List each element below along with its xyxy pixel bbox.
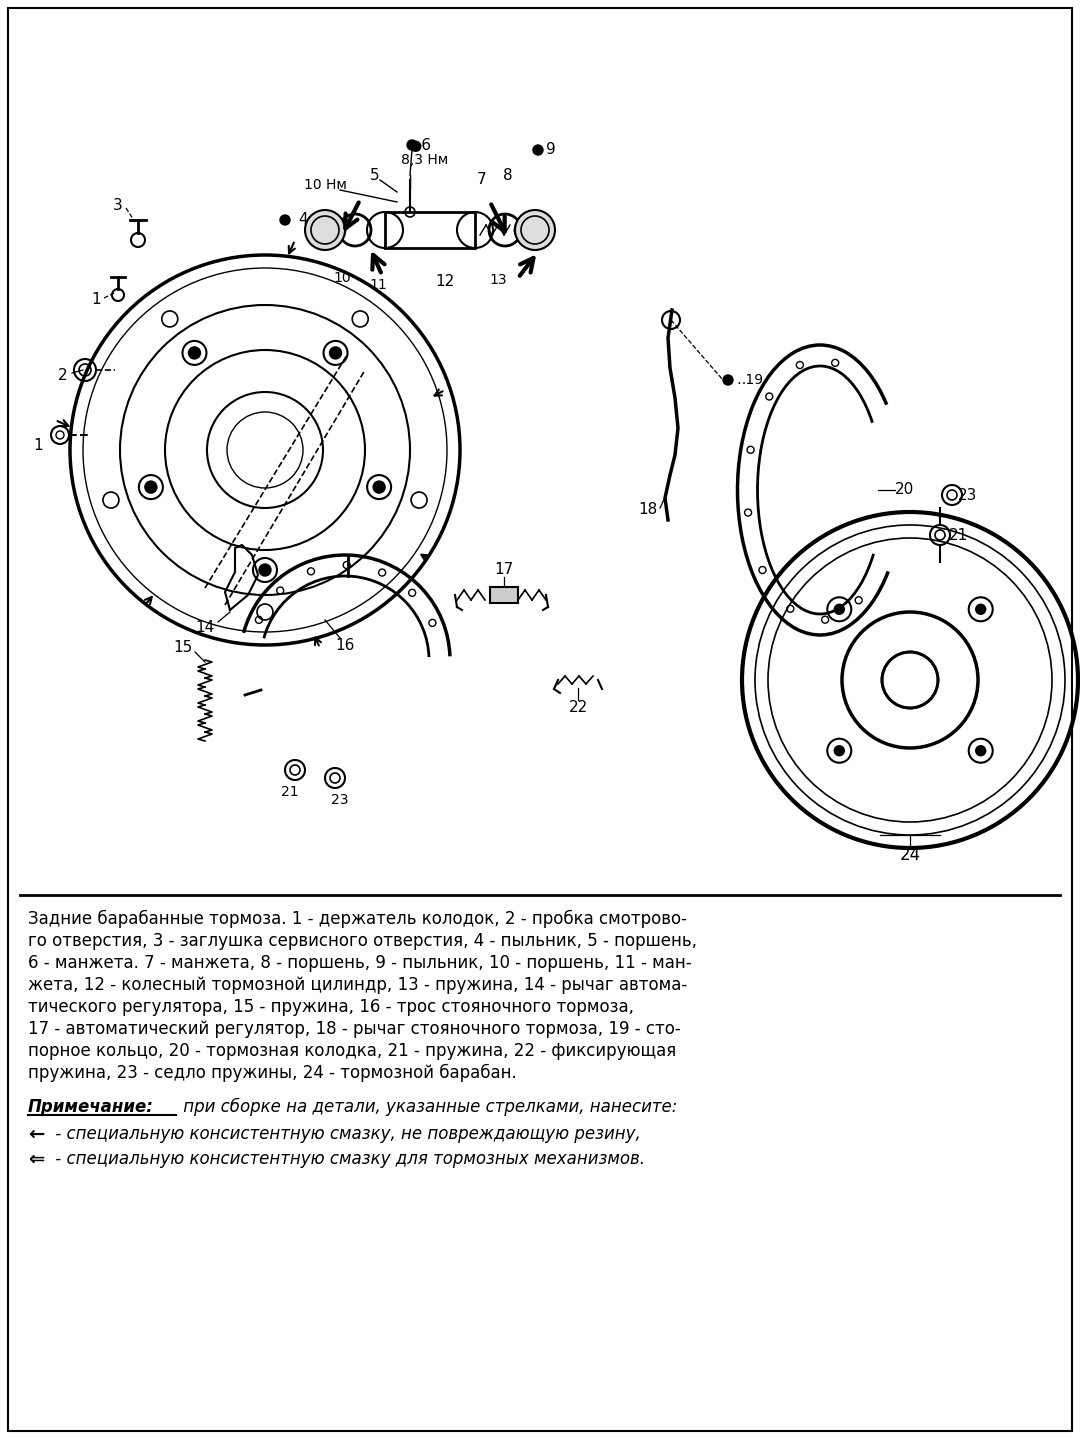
Text: 15: 15 xyxy=(174,640,192,656)
Text: 5: 5 xyxy=(370,167,380,183)
Text: Задние барабанные тормоза. 1 - держатель колодок, 2 - пробка смотрово-: Задние барабанные тормоза. 1 - держатель… xyxy=(28,909,687,928)
Text: 18: 18 xyxy=(638,502,658,518)
Text: 7: 7 xyxy=(477,173,487,187)
Text: - специальную консистентную смазку, не повреждающую резину,: - специальную консистентную смазку, не п… xyxy=(50,1125,640,1143)
Text: 20: 20 xyxy=(895,482,915,498)
Circle shape xyxy=(515,210,555,250)
Text: 14: 14 xyxy=(195,620,215,636)
Text: 1: 1 xyxy=(91,292,100,308)
Text: 17 - автоматический регулятор, 18 - рычаг стояночного тормоза, 19 - сто-: 17 - автоматический регулятор, 18 - рыча… xyxy=(28,1020,680,1038)
Text: ●6: ●6 xyxy=(408,138,432,153)
Text: 9: 9 xyxy=(546,142,556,157)
Circle shape xyxy=(259,564,271,576)
Circle shape xyxy=(975,604,986,614)
Bar xyxy=(490,587,518,603)
Text: ←: ← xyxy=(28,1125,44,1144)
Text: 12: 12 xyxy=(435,275,455,289)
Circle shape xyxy=(834,745,845,755)
Circle shape xyxy=(534,145,543,155)
Circle shape xyxy=(723,376,733,386)
Text: ‥19: ‥19 xyxy=(735,373,764,387)
Text: 24: 24 xyxy=(900,846,920,863)
Circle shape xyxy=(280,214,291,224)
Text: порное кольцо, 20 - тормозная колодка, 21 - пружина, 22 - фиксирующая: порное кольцо, 20 - тормозная колодка, 2… xyxy=(28,1042,676,1061)
Circle shape xyxy=(305,210,345,250)
Circle shape xyxy=(145,481,157,494)
Text: 21: 21 xyxy=(281,786,299,799)
Circle shape xyxy=(407,140,417,150)
Text: при сборке на детали, указанные стрелками, нанесите:: при сборке на детали, указанные стрелкам… xyxy=(178,1098,677,1117)
Circle shape xyxy=(834,604,845,614)
Text: жета, 12 - колесный тормозной цилиндр, 13 - пружина, 14 - рычаг автома-: жета, 12 - колесный тормозной цилиндр, 1… xyxy=(28,976,687,994)
Text: 10 Нм: 10 Нм xyxy=(303,178,347,191)
Text: 21: 21 xyxy=(948,528,968,543)
Text: 8: 8 xyxy=(503,167,513,183)
Text: 4: 4 xyxy=(298,213,308,227)
Text: 11: 11 xyxy=(369,278,387,292)
Circle shape xyxy=(882,652,939,708)
Text: тического регулятора, 15 - пружина, 16 - трос стояночного тормоза,: тического регулятора, 15 - пружина, 16 -… xyxy=(28,999,634,1016)
Text: 23: 23 xyxy=(332,793,349,807)
Text: 6 - манжета. 7 - манжета, 8 - поршень, 9 - пыльник, 10 - поршень, 11 - ман-: 6 - манжета. 7 - манжета, 8 - поршень, 9… xyxy=(28,954,691,971)
Text: го отверстия, 3 - заглушка сервисного отверстия, 4 - пыльник, 5 - поршень,: го отверстия, 3 - заглушка сервисного от… xyxy=(28,932,697,950)
Text: 13: 13 xyxy=(489,273,507,286)
Circle shape xyxy=(329,347,341,358)
Text: 3: 3 xyxy=(113,197,123,213)
Text: - специальную консистентную смазку для тормозных механизмов.: - специальную консистентную смазку для т… xyxy=(50,1150,645,1168)
Text: Примечание:: Примечание: xyxy=(28,1098,153,1117)
Text: 16: 16 xyxy=(335,637,354,652)
Text: 2: 2 xyxy=(58,367,68,383)
Circle shape xyxy=(975,745,986,755)
Circle shape xyxy=(373,481,386,494)
Text: 17: 17 xyxy=(495,563,514,577)
Text: 10: 10 xyxy=(334,271,351,285)
Text: пружина, 23 - седло пружины, 24 - тормозной барабан.: пружина, 23 - седло пружины, 24 - тормоз… xyxy=(28,1063,516,1082)
Text: ⇐: ⇐ xyxy=(28,1150,44,1168)
Circle shape xyxy=(189,347,201,358)
Text: 23: 23 xyxy=(958,488,977,502)
Text: 8,3 Нм: 8,3 Нм xyxy=(402,153,448,167)
Text: 1: 1 xyxy=(33,437,43,452)
Text: 22: 22 xyxy=(568,701,588,715)
Bar xyxy=(384,212,475,248)
